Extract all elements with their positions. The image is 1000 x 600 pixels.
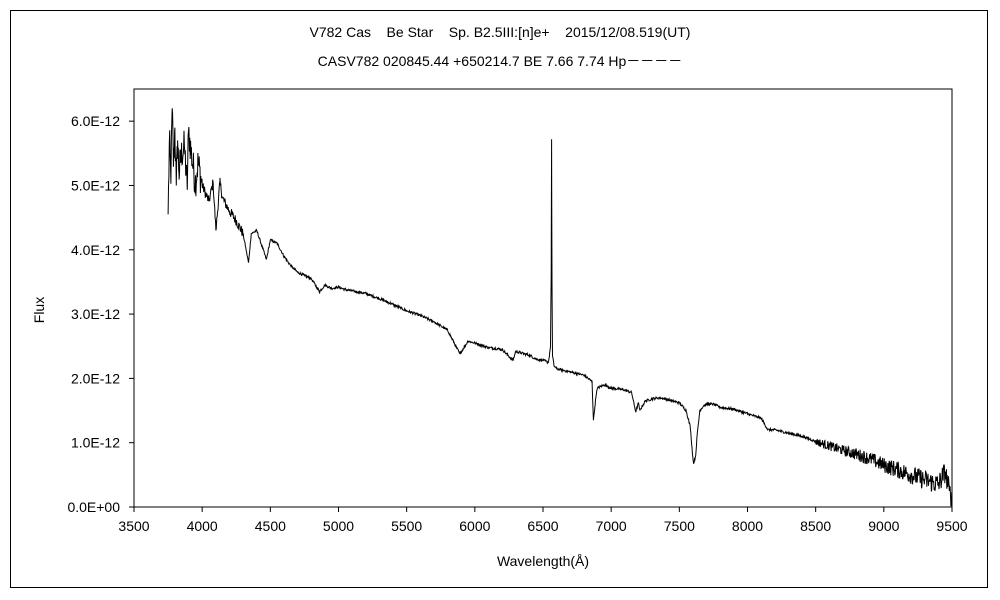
y-tick-label: 0.0E+00: [67, 499, 120, 515]
y-tick-label: 6.0E-12: [71, 113, 120, 129]
x-tick-label: 5500: [391, 518, 422, 534]
x-tick-label: 8500: [800, 518, 831, 534]
x-axis-label: Wavelength(Å): [497, 553, 589, 569]
x-tick-label: 6000: [459, 518, 490, 534]
y-axis: 0.0E+00 1.0E-12 2.0E-12 3.0E-12 4.0E-12 5.0E-…: [67, 113, 134, 515]
x-tick-label: 4000: [187, 518, 218, 534]
x-axis: 3500 4000 4500 5000 5500 6000 6500 7000 7500 8000…: [118, 507, 968, 534]
x-tick-label: 9500: [936, 518, 967, 534]
x-tick-label: 7000: [596, 518, 627, 534]
x-tick-label: 6500: [527, 518, 558, 534]
y-tick-label: 5.0E-12: [71, 177, 120, 193]
x-tick-label: 4500: [255, 518, 286, 534]
chart-title: V782 Cas Be Star Sp. B2.5III:[n]e+ 2015/…: [309, 24, 691, 40]
y-tick-label: 1.0E-12: [71, 435, 120, 451]
y-tick-label: 4.0E-12: [71, 242, 120, 258]
y-tick-label: 3.0E-12: [71, 306, 120, 322]
y-tick-label: 2.0E-12: [71, 370, 120, 386]
x-tick-label: 5000: [323, 518, 354, 534]
chart-frame: [10, 10, 988, 588]
x-tick-label: 7500: [664, 518, 695, 534]
y-axis-label: Flux: [31, 297, 47, 323]
chart-subtitle: CASV782 020845.44 +650214.7 BE 7.66 7.74…: [317, 53, 683, 69]
x-tick-label: 3500: [118, 518, 149, 534]
x-tick-label: 8000: [732, 518, 763, 534]
spectrum-line: [167, 108, 953, 507]
x-tick-label: 9000: [868, 518, 899, 534]
